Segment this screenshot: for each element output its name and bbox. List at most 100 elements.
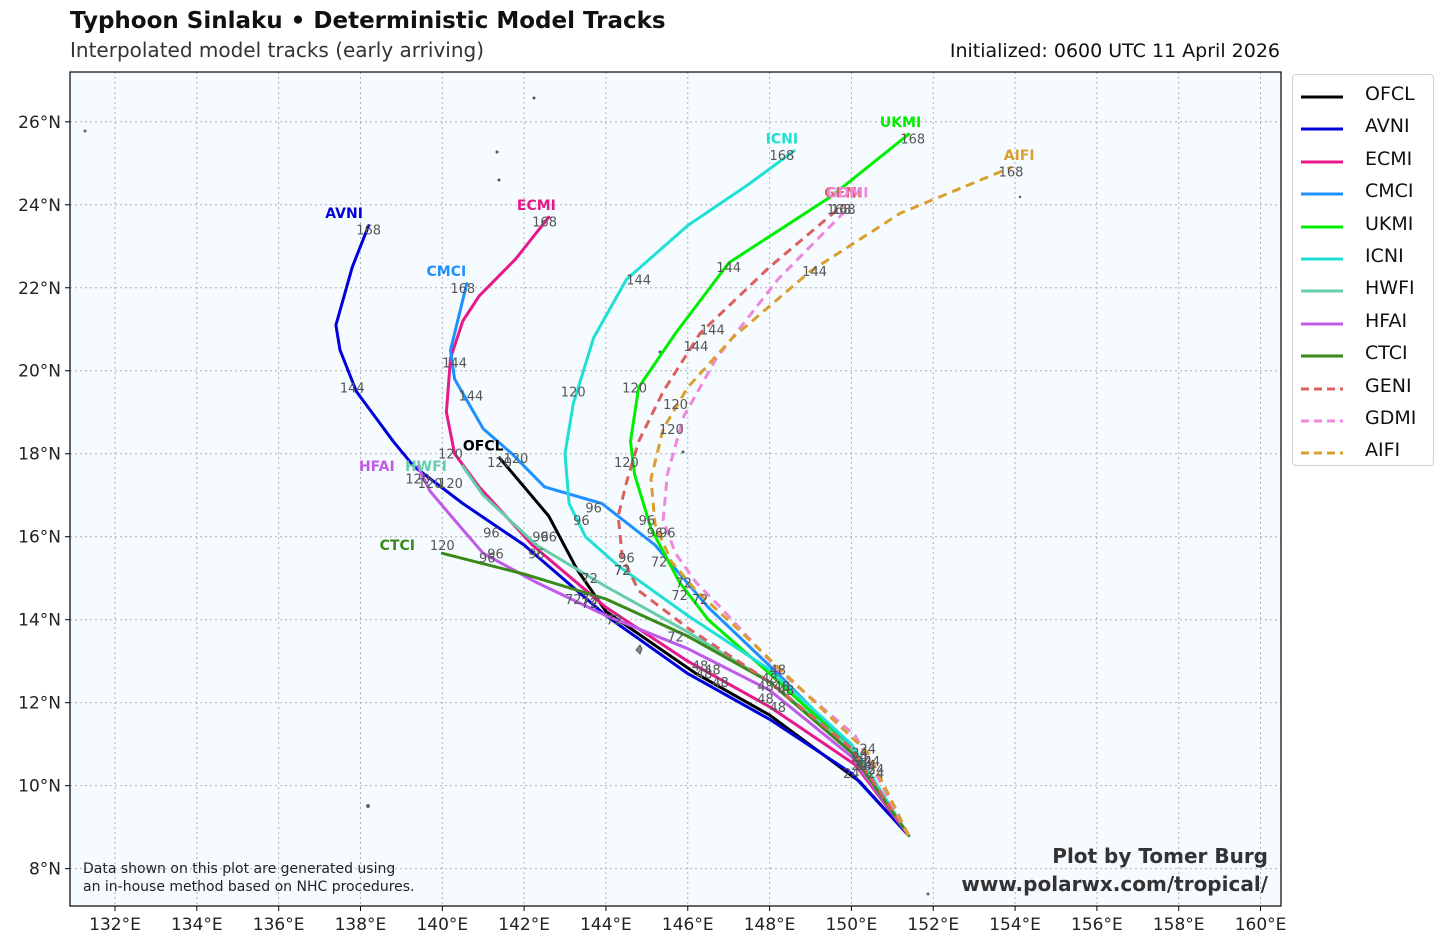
legend-swatch [1301, 160, 1343, 164]
hour-label: 96 [540, 531, 557, 546]
hour-label: 24 [860, 742, 877, 757]
legend-label: GDMI [1365, 407, 1417, 429]
hour-label: 24 [855, 755, 872, 770]
guam-island [635, 644, 643, 655]
legend-swatch [1301, 95, 1343, 99]
track-avni [334, 224, 911, 837]
legend-item-aifi: AIFI [1301, 439, 1431, 471]
hour-label: 48 [696, 668, 713, 683]
hour-label: 168 [827, 203, 852, 218]
hour-label: 144 [802, 265, 827, 280]
island-dot [926, 892, 930, 896]
island-dot [532, 96, 536, 100]
legend-swatch [1301, 451, 1343, 455]
legend-item-avni: AVNI [1301, 115, 1431, 147]
legend-swatch [1301, 419, 1343, 423]
y-tick-label: 22°N [18, 279, 61, 299]
hour-label: 96 [528, 547, 545, 562]
hour-label: 120 [487, 456, 512, 471]
hour-label: 24 [860, 759, 877, 774]
hour-label: 24 [855, 759, 872, 774]
hour-label: 120 [405, 473, 430, 488]
track-ukmi [629, 132, 911, 837]
hour-label: 168 [356, 224, 381, 239]
hour-label: 144 [716, 261, 741, 276]
end-label-icni: ICNI [766, 131, 798, 147]
model-end-labels: OFCL AVNI ECMI CMCI UKMI ICNI HWFI HFAI CTCI GENI… [325, 115, 1034, 554]
hour-label: 120 [438, 448, 463, 463]
island-dot [83, 129, 87, 133]
hour-label: 72 [651, 556, 668, 571]
hour-label: 24 [843, 767, 860, 782]
hour-label: 72 [614, 564, 631, 579]
legend-label: OFCL [1365, 83, 1415, 105]
hour-label: 24 [851, 746, 868, 761]
track-icni [563, 149, 911, 837]
hour-label: 72 [581, 597, 598, 612]
hour-label: 168 [900, 132, 925, 147]
end-label-geni: GENI [824, 185, 862, 201]
island-dot [497, 178, 501, 182]
plot-frame [69, 71, 1282, 907]
hour-label: 24 [864, 755, 881, 770]
end-label-gdmi: GDMI [826, 185, 868, 201]
x-tick-label: 154°E [989, 915, 1041, 935]
hour-label: 48 [761, 672, 778, 687]
track-ctci [440, 551, 911, 837]
y-tick-label: 8°N [29, 860, 61, 880]
hour-label: 72 [675, 576, 692, 591]
x-tick-label: 148°E [744, 915, 796, 935]
initialized-time: Initialized: 0600 UTC 11 April 2026 [949, 40, 1280, 62]
legend-swatch [1301, 192, 1343, 196]
hour-label: 96 [532, 531, 549, 546]
hour-label: 144 [684, 340, 709, 355]
credit-url[interactable]: www.polarwx.com/tropical/ [961, 872, 1268, 896]
legend: OFCL AVNI ECMI CMCI UKMI ICNI HWFI HFAI CTCI GENI… [1292, 74, 1434, 466]
x-tick-label: 146°E [662, 915, 714, 935]
hour-label: 96 [618, 551, 635, 566]
end-label-ecmi: ECMI [517, 198, 556, 214]
legend-label: HWFI [1365, 277, 1415, 300]
hour-label: 48 [704, 663, 721, 678]
hour-label: 48 [712, 676, 729, 691]
hour-label: 120 [430, 539, 455, 554]
hour-label: 144 [626, 273, 651, 288]
end-label-cmci: CMCI [427, 264, 467, 280]
legend-swatch [1301, 127, 1343, 131]
hour-label: 48 [778, 684, 795, 699]
hour-label: 72 [671, 589, 688, 604]
end-label-ukmi: UKMI [880, 115, 921, 131]
x-tick-label: 132°E [89, 915, 141, 935]
hour-label: 96 [639, 514, 656, 529]
hour-label: 144 [340, 381, 365, 396]
legend-label: ECMI [1365, 147, 1413, 170]
hour-label: 48 [692, 659, 709, 674]
hour-label: 48 [757, 693, 774, 708]
island-dot [366, 804, 370, 808]
legend-item-ecmi: ECMI [1301, 148, 1431, 180]
y-tick-label: 26°N [18, 113, 61, 133]
credit-author: Plot by Tomer Burg [1052, 844, 1268, 868]
hour-label: 48 [774, 680, 791, 695]
hour-label: 96 [487, 547, 504, 562]
hour-label: 24 [855, 759, 872, 774]
hour-label: 24 [851, 751, 868, 766]
hour-label: 120 [614, 456, 639, 471]
hour-label: 48 [770, 663, 787, 678]
hour-label: 168 [831, 203, 856, 218]
island-dot [681, 450, 685, 454]
island-dot [1018, 195, 1022, 199]
legend-item-hwfi: HWFI [1301, 277, 1431, 309]
hour-label: 48 [770, 701, 787, 716]
land-features [83, 96, 1022, 896]
legend-swatch [1301, 257, 1343, 261]
y-tick-label: 24°N [18, 196, 61, 216]
track-hfai [416, 464, 911, 837]
hour-label: 168 [999, 166, 1024, 181]
legend-label: CMCI [1365, 180, 1414, 203]
legend-item-cmci: CMCI [1301, 180, 1431, 212]
y-tick-label: 18°N [18, 445, 61, 465]
hour-label: 24 [851, 759, 868, 774]
hour-label: 120 [438, 477, 463, 492]
hour-label: 72 [581, 593, 598, 608]
